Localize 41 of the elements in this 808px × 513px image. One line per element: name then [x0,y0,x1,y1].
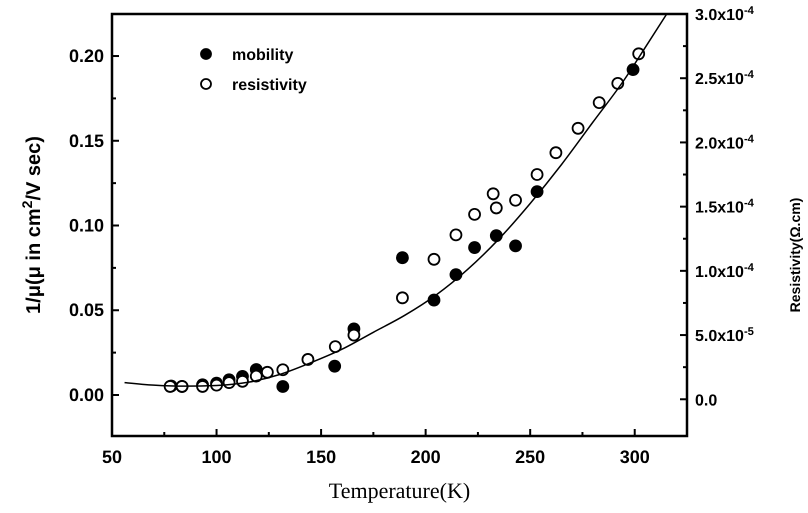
point [328,360,342,373]
y-tick-label: 0.20 [68,46,104,66]
point [490,229,503,242]
point [428,252,440,266]
point [396,291,409,304]
y-tick-label: 0.15 [68,130,104,151]
point [592,96,606,110]
x-tick-label: 50 [102,447,122,467]
point [530,168,544,181]
legend-label: mobility [232,47,294,64]
point [509,194,522,207]
legend-label: resistivity [232,77,307,94]
y-tick-label: 0.10 [68,216,104,236]
y-tick-label: 0.05 [68,300,104,320]
x-tick-label: 300 [620,447,650,467]
x-tick-label: 250 [515,447,546,467]
point [550,146,562,160]
point [396,251,409,264]
y2-tick-label: 5.0x10$^{-5}$ [695,326,754,346]
x-tick-label: 100 [202,447,232,467]
point [509,239,522,252]
y-tick-label: 0.00 [68,384,104,405]
point [276,380,290,393]
point [450,228,462,242]
x-tick-label: 200 [410,447,441,467]
y2-tick-label: 1.5x10$^{-4}$ [695,198,755,217]
point [490,202,503,214]
y2-axis-title: Resistivity(Ω.cm) [787,198,803,312]
point [328,340,342,354]
point [572,122,584,135]
point [260,366,274,379]
point [468,208,481,221]
y2-tick-label: 3.0x10$^{-4}$ [695,5,755,24]
x-tick-label: 150 [306,447,336,467]
y2-tick-label: 2.5x10$^{-4}$ [695,69,755,88]
y2-tick-label: 2.0x10$^{-4}$ [695,133,755,152]
y2-tick-label: 0.0 [695,392,718,410]
y2-tick-label: 1.0x10$^{-4}$ [695,262,755,281]
point [486,187,500,200]
point [468,241,481,254]
x-axis-title: Temperature(K) [328,478,470,503]
